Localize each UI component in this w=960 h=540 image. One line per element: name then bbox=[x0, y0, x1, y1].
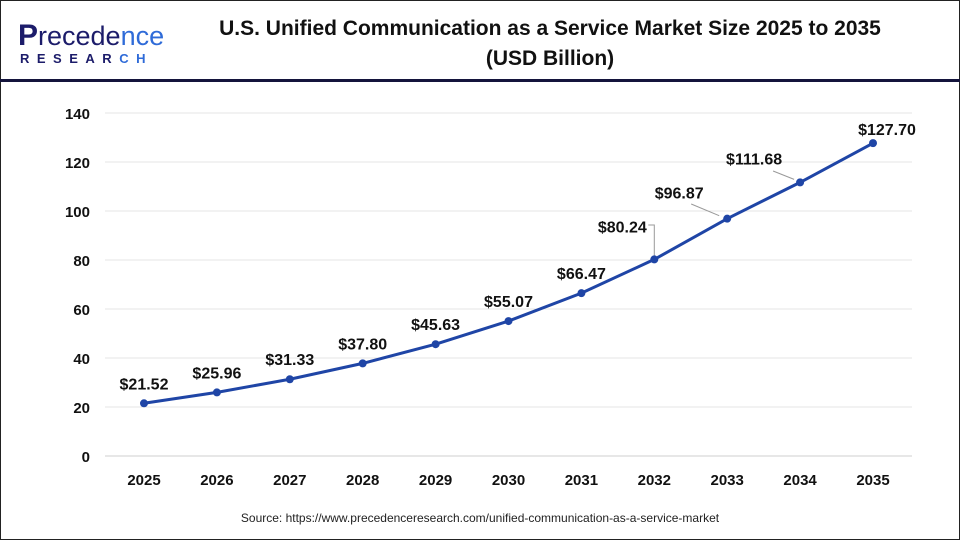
title-line-2: (USD Billion) bbox=[485, 47, 615, 70]
x-tick-label: 2027 bbox=[273, 472, 306, 489]
data-point bbox=[869, 139, 877, 148]
y-tick-label: 100 bbox=[65, 204, 90, 221]
data-label: $37.80 bbox=[338, 336, 387, 353]
label-leader bbox=[648, 224, 655, 260]
y-tick-label: 20 bbox=[73, 400, 90, 417]
data-label: $31.33 bbox=[265, 352, 314, 369]
data-point bbox=[504, 317, 513, 326]
chart-title: U.S. Unified Communication as a Service … bbox=[170, 14, 930, 74]
data-label: $55.07 bbox=[484, 294, 533, 311]
data-label: $25.96 bbox=[192, 365, 241, 382]
y-tick-label: 140 bbox=[65, 106, 90, 123]
data-point bbox=[212, 388, 221, 397]
data-label: $80.24 bbox=[598, 219, 647, 236]
x-tick-label: 2028 bbox=[346, 472, 379, 489]
y-tick-label: 120 bbox=[65, 155, 90, 172]
data-point bbox=[650, 255, 659, 264]
y-tick-label: 0 bbox=[82, 449, 90, 466]
data-point bbox=[358, 359, 367, 368]
x-tick-label: 2026 bbox=[200, 472, 233, 489]
data-point bbox=[140, 399, 148, 408]
data-label: $66.47 bbox=[557, 266, 606, 283]
logo-text: recede bbox=[38, 21, 121, 51]
y-tick-label: 40 bbox=[73, 351, 90, 368]
label-leader bbox=[691, 203, 720, 217]
logo-text: RESEAR bbox=[20, 51, 120, 66]
y-tick-label: 80 bbox=[73, 253, 90, 270]
series-line bbox=[143, 141, 874, 405]
x-tick-label: 2032 bbox=[638, 472, 671, 489]
label-leader bbox=[772, 170, 795, 180]
x-tick-label: 2035 bbox=[856, 472, 889, 489]
data-label: $45.63 bbox=[411, 317, 460, 334]
data-point bbox=[285, 375, 294, 384]
logo-text: P bbox=[18, 19, 39, 52]
title-line-1: U.S. Unified Communication as a Service … bbox=[219, 17, 881, 40]
data-point bbox=[431, 340, 440, 349]
x-tick-label: 2030 bbox=[492, 472, 525, 489]
x-tick-label: 2033 bbox=[711, 472, 744, 489]
x-tick-label: 2029 bbox=[419, 472, 452, 489]
data-label: $127.70 bbox=[858, 122, 916, 139]
x-tick-label: 2031 bbox=[565, 472, 598, 489]
data-point bbox=[577, 289, 586, 298]
data-label: $96.87 bbox=[655, 186, 704, 203]
x-tick-label: 2025 bbox=[127, 472, 160, 489]
data-label: $111.68 bbox=[726, 151, 782, 168]
header-divider bbox=[0, 79, 960, 82]
source-note: Source: https://www.precedenceresearch.c… bbox=[240, 511, 720, 525]
logo-text: nce bbox=[120, 21, 165, 51]
logo-text: CH bbox=[119, 51, 153, 66]
y-tick-label: 60 bbox=[73, 302, 90, 319]
data-label: $21.52 bbox=[120, 376, 169, 393]
data-point bbox=[796, 178, 805, 187]
data-point bbox=[723, 214, 732, 223]
x-tick-label: 2034 bbox=[783, 472, 817, 489]
precedence-research-logo: Precedence RESEARCH bbox=[18, 19, 165, 67]
